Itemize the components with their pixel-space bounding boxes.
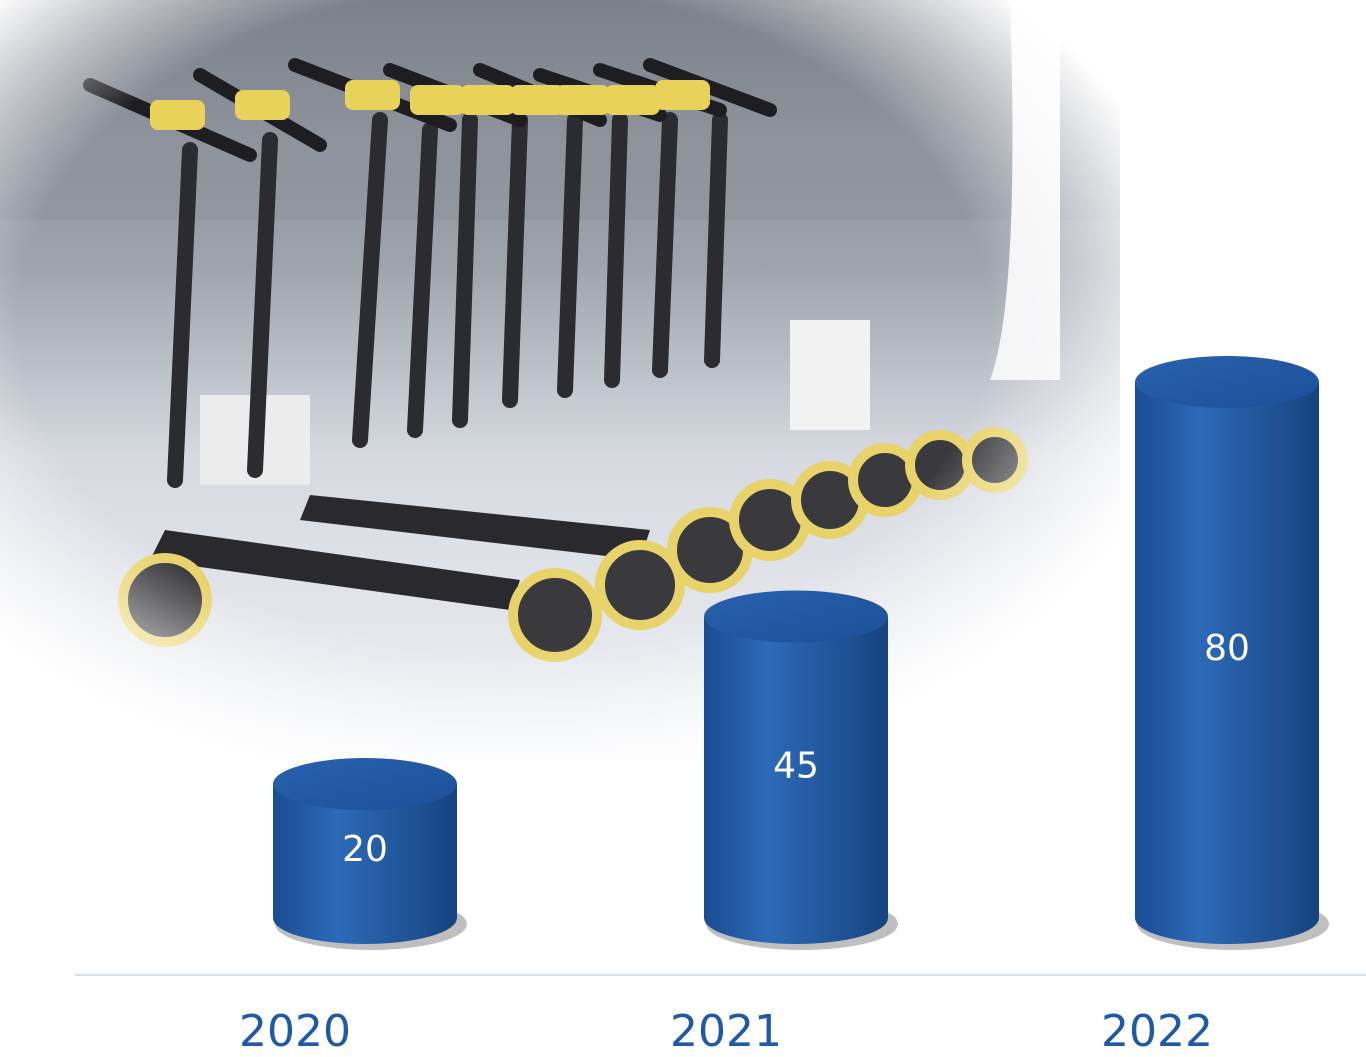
x-tick-label: 2020 [239,1006,351,1057]
bar [273,784,457,944]
bar [704,616,888,944]
bar-top [273,758,457,810]
data-label: 80 [1204,628,1250,669]
data-label: 20 [342,829,388,870]
bar-top [1135,356,1319,408]
bar-top [704,590,888,643]
x-tick-label: 2022 [1101,1006,1213,1057]
x-tick-label: 2021 [670,1006,782,1057]
bar [1135,382,1319,944]
background-photo [0,0,1120,760]
data-label: 45 [773,745,819,786]
